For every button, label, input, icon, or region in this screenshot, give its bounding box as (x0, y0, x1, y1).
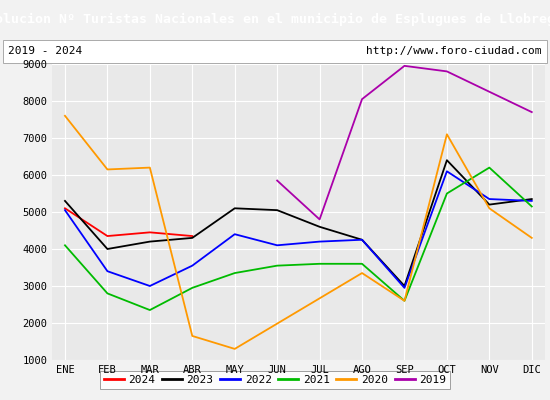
2019 (401, 64, 408, 68)
2020 (62, 113, 68, 118)
2023 (274, 208, 280, 212)
2022 (146, 284, 153, 288)
Line: 2019: 2019 (277, 66, 532, 219)
2021 (189, 286, 196, 290)
2023 (232, 206, 238, 211)
Legend: 2024, 2023, 2022, 2021, 2020, 2019: 2024, 2023, 2022, 2021, 2020, 2019 (100, 370, 450, 390)
2020 (146, 165, 153, 170)
2019 (529, 110, 535, 114)
FancyBboxPatch shape (3, 40, 547, 63)
2021 (359, 262, 365, 266)
2022 (104, 269, 111, 274)
2021 (529, 204, 535, 209)
2021 (401, 298, 408, 303)
Line: 2022: 2022 (65, 171, 532, 288)
Line: 2021: 2021 (65, 168, 532, 310)
2021 (232, 271, 238, 276)
2024 (104, 234, 111, 238)
2023 (359, 237, 365, 242)
2023 (316, 224, 323, 229)
2023 (486, 202, 493, 207)
2022 (401, 286, 408, 290)
2023 (401, 284, 408, 288)
2023 (62, 198, 68, 203)
2021 (444, 191, 450, 196)
Text: http://www.foro-ciudad.com: http://www.foro-ciudad.com (366, 46, 542, 56)
2023 (104, 246, 111, 251)
2020 (529, 236, 535, 240)
2021 (104, 291, 111, 296)
2020 (486, 206, 493, 211)
2020 (444, 132, 450, 137)
2022 (529, 198, 535, 203)
2022 (189, 263, 196, 268)
Text: Evolucion Nº Turistas Nacionales en el municipio de Esplugues de Llobregat: Evolucion Nº Turistas Nacionales en el m… (0, 12, 550, 26)
2023 (529, 197, 535, 202)
2020 (401, 298, 408, 303)
2022 (486, 197, 493, 202)
2024 (62, 206, 68, 211)
Line: 2023: 2023 (65, 160, 532, 286)
2022 (232, 232, 238, 236)
2022 (62, 208, 68, 212)
2019 (359, 97, 365, 102)
2019 (444, 69, 450, 74)
2020 (189, 334, 196, 338)
2023 (444, 158, 450, 162)
2024 (189, 234, 196, 238)
Text: 2019 - 2024: 2019 - 2024 (8, 46, 82, 56)
2020 (104, 167, 111, 172)
2022 (274, 243, 280, 248)
Line: 2024: 2024 (65, 208, 192, 236)
2019 (316, 217, 323, 222)
2022 (316, 239, 323, 244)
2019 (274, 178, 280, 183)
2021 (146, 308, 153, 312)
2020 (232, 346, 238, 351)
2024 (146, 230, 153, 235)
2021 (62, 243, 68, 248)
2023 (189, 236, 196, 240)
2021 (486, 165, 493, 170)
2021 (316, 262, 323, 266)
2022 (444, 169, 450, 174)
2020 (359, 271, 365, 276)
2022 (359, 237, 365, 242)
Line: 2020: 2020 (65, 116, 532, 349)
2023 (146, 239, 153, 244)
2021 (274, 263, 280, 268)
